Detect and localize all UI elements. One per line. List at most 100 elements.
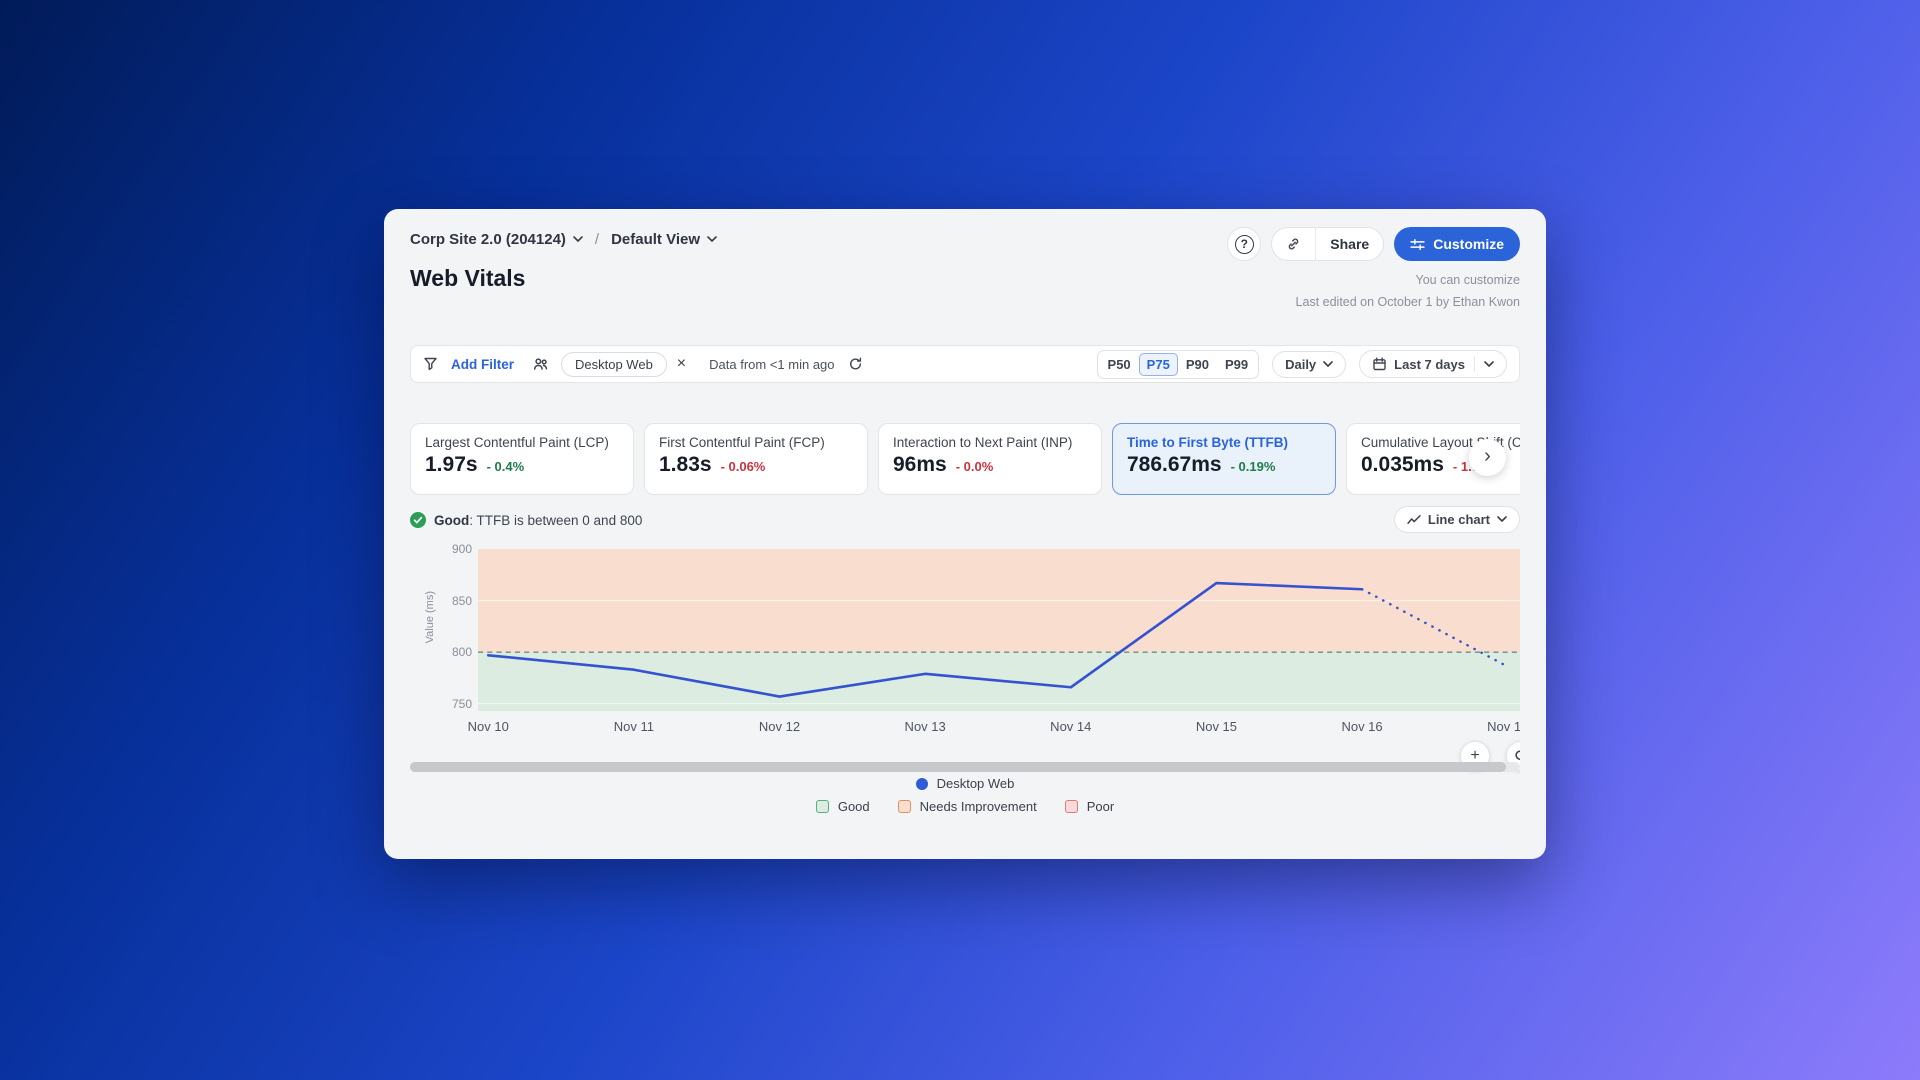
metric-delta: - 0.06% [720, 459, 766, 474]
metric-label: Time to First Byte (TTFB) [1127, 435, 1289, 450]
chevron-right-icon: › [1484, 445, 1491, 467]
page-title: Web Vitals [410, 265, 526, 291]
zone-legend-label: Good [837, 799, 870, 814]
share-group: Share [1271, 227, 1385, 261]
header-actions: ? Share Customize [1227, 227, 1520, 261]
percentile-p90[interactable]: P90 [1185, 356, 1209, 372]
granularity-value: Daily [1285, 356, 1317, 372]
filter-chip-desktop-web[interactable]: Desktop Web [561, 351, 667, 377]
chevron-down-icon [1497, 516, 1507, 522]
zone-legend-label: Needs Improvement [919, 799, 1037, 814]
ttfb-line-chart [478, 549, 1520, 711]
breadcrumb-separator: / [594, 231, 600, 248]
granularity-dropdown[interactable]: Daily [1272, 350, 1347, 378]
x-tick: Nov 13 [904, 719, 946, 734]
magnifier-icon [1514, 749, 1520, 760]
legend-series-dot [915, 777, 928, 790]
data-freshness: Data from <1 min ago [709, 356, 835, 372]
metric-delta: - 0.19% [1230, 459, 1276, 474]
help-button[interactable]: ? [1227, 227, 1262, 261]
zone-legend: Good Needs Improvement Poor [384, 799, 1546, 814]
x-tick: Nov 11 [613, 719, 654, 734]
cards-next-button[interactable]: › [1469, 439, 1506, 476]
x-tick: Nov 16 [1341, 719, 1383, 734]
date-range-value: Last 7 days [1394, 356, 1465, 372]
add-filter-button[interactable]: Add Filter [451, 356, 514, 372]
project-name: Corp Site 2.0 (204124) [410, 231, 566, 248]
scrollbar-thumb[interactable] [410, 762, 1506, 772]
series-legend[interactable]: Desktop Web [384, 776, 1546, 791]
x-tick: Nov 15 [1195, 719, 1238, 734]
chart-type-control: Line chart [1393, 506, 1520, 533]
x-tick: Nov 17 [1487, 719, 1520, 734]
x-tick: Nov 12 [758, 719, 801, 734]
share-button[interactable]: Share [1315, 228, 1383, 260]
date-range-dropdown[interactable]: Last 7 days [1359, 350, 1507, 378]
chart-type-value: Line chart [1427, 512, 1490, 527]
zone-legend-item[interactable]: Poor [1064, 799, 1115, 814]
copy-link-button[interactable] [1272, 228, 1315, 260]
percentile-selector: P50 P75 P90 P99 [1096, 349, 1260, 379]
chevron-down-icon [1323, 360, 1333, 367]
web-vitals-cards: Largest Contentful Paint (LCP) 1.97s - 0… [410, 423, 1520, 495]
customize-hint: You can customize [1415, 273, 1520, 287]
vital-status: Good: TTFB is between 0 and 800 [410, 512, 642, 528]
metric-delta: - 0.0% [955, 459, 994, 474]
zone-legend-item[interactable]: Good [815, 799, 870, 814]
chevron-down-icon [1484, 360, 1494, 367]
filter-funnel-icon [424, 357, 437, 371]
zone-swatch-icon [897, 800, 911, 813]
users-icon [533, 358, 548, 370]
zone-legend-label: Poor [1086, 799, 1115, 814]
y-tick: 750 [451, 696, 472, 711]
remove-filter-icon[interactable]: × [676, 355, 687, 372]
customize-label: Customize [1433, 236, 1504, 252]
last-edited-note: Last edited on October 1 by Ethan Kwon [1295, 295, 1520, 309]
metric-card-ttfb[interactable]: Time to First Byte (TTFB) 786.67ms - 0.1… [1112, 423, 1336, 495]
status-text: Good: TTFB is between 0 and 800 [434, 513, 642, 528]
zone-legend-item[interactable]: Needs Improvement [897, 799, 1037, 814]
legend-series-label: Desktop Web [936, 776, 1015, 791]
metric-value: 96ms [893, 453, 947, 476]
metric-card-fcp[interactable]: First Contentful Paint (FCP) 1.83s - 0.0… [644, 423, 868, 495]
y-tick: 850 [451, 593, 472, 608]
chevron-down-icon [573, 236, 583, 242]
metric-card-inp[interactable]: Interaction to Next Paint (INP) 96ms - 0… [878, 423, 1102, 495]
status-level: Good [434, 512, 470, 528]
chart-horizontal-scrollbar [410, 762, 1520, 772]
metric-delta: - 0.4% [486, 459, 525, 474]
sliders-icon [1410, 238, 1425, 250]
project-selector[interactable]: Corp Site 2.0 (204124) [410, 231, 583, 248]
y-tick: 900 [451, 542, 472, 556]
percentile-p99[interactable]: P99 [1224, 356, 1249, 372]
metric-value: 1.97s [425, 453, 478, 476]
refresh-icon[interactable] [848, 357, 863, 371]
x-tick: Nov 14 [1050, 719, 1092, 734]
metric-value: 1.83s [659, 453, 712, 476]
metric-value: 0.035ms [1361, 453, 1444, 476]
x-tick: Nov 10 [467, 719, 509, 734]
percentile-p50[interactable]: P50 [1107, 356, 1131, 372]
share-label: Share [1330, 236, 1370, 252]
percentile-p75[interactable]: P75 [1138, 352, 1178, 376]
view-selector[interactable]: Default View [611, 231, 717, 248]
plus-icon: + [1470, 747, 1480, 764]
question-icon: ? [1234, 234, 1254, 254]
customize-button[interactable]: Customize [1394, 227, 1520, 261]
chevron-down-icon [707, 236, 717, 242]
line-chart-icon [1407, 514, 1421, 525]
metric-card-lcp[interactable]: Largest Contentful Paint (LCP) 1.97s - 0… [410, 423, 634, 495]
metric-value: 786.67ms [1127, 453, 1222, 476]
zone-swatch-icon [1064, 800, 1078, 813]
metric-label: First Contentful Paint (FCP) [659, 435, 825, 450]
metric-label: Interaction to Next Paint (INP) [893, 435, 1073, 450]
chart-type-dropdown[interactable]: Line chart [1393, 506, 1520, 533]
calendar-icon [1373, 357, 1386, 371]
link-icon [1289, 238, 1299, 250]
ttfb-chart-area: Value (ms) 750 800 850 900 Nov 10 Nov 11 Nov … [410, 539, 1520, 789]
check-circle-icon [410, 512, 426, 528]
view-name: Default View [611, 231, 700, 248]
dashboard-panel: Corp Site 2.0 (204124) / Default View ? … [384, 209, 1546, 859]
metric-label: Largest Contentful Paint (LCP) [425, 435, 609, 450]
